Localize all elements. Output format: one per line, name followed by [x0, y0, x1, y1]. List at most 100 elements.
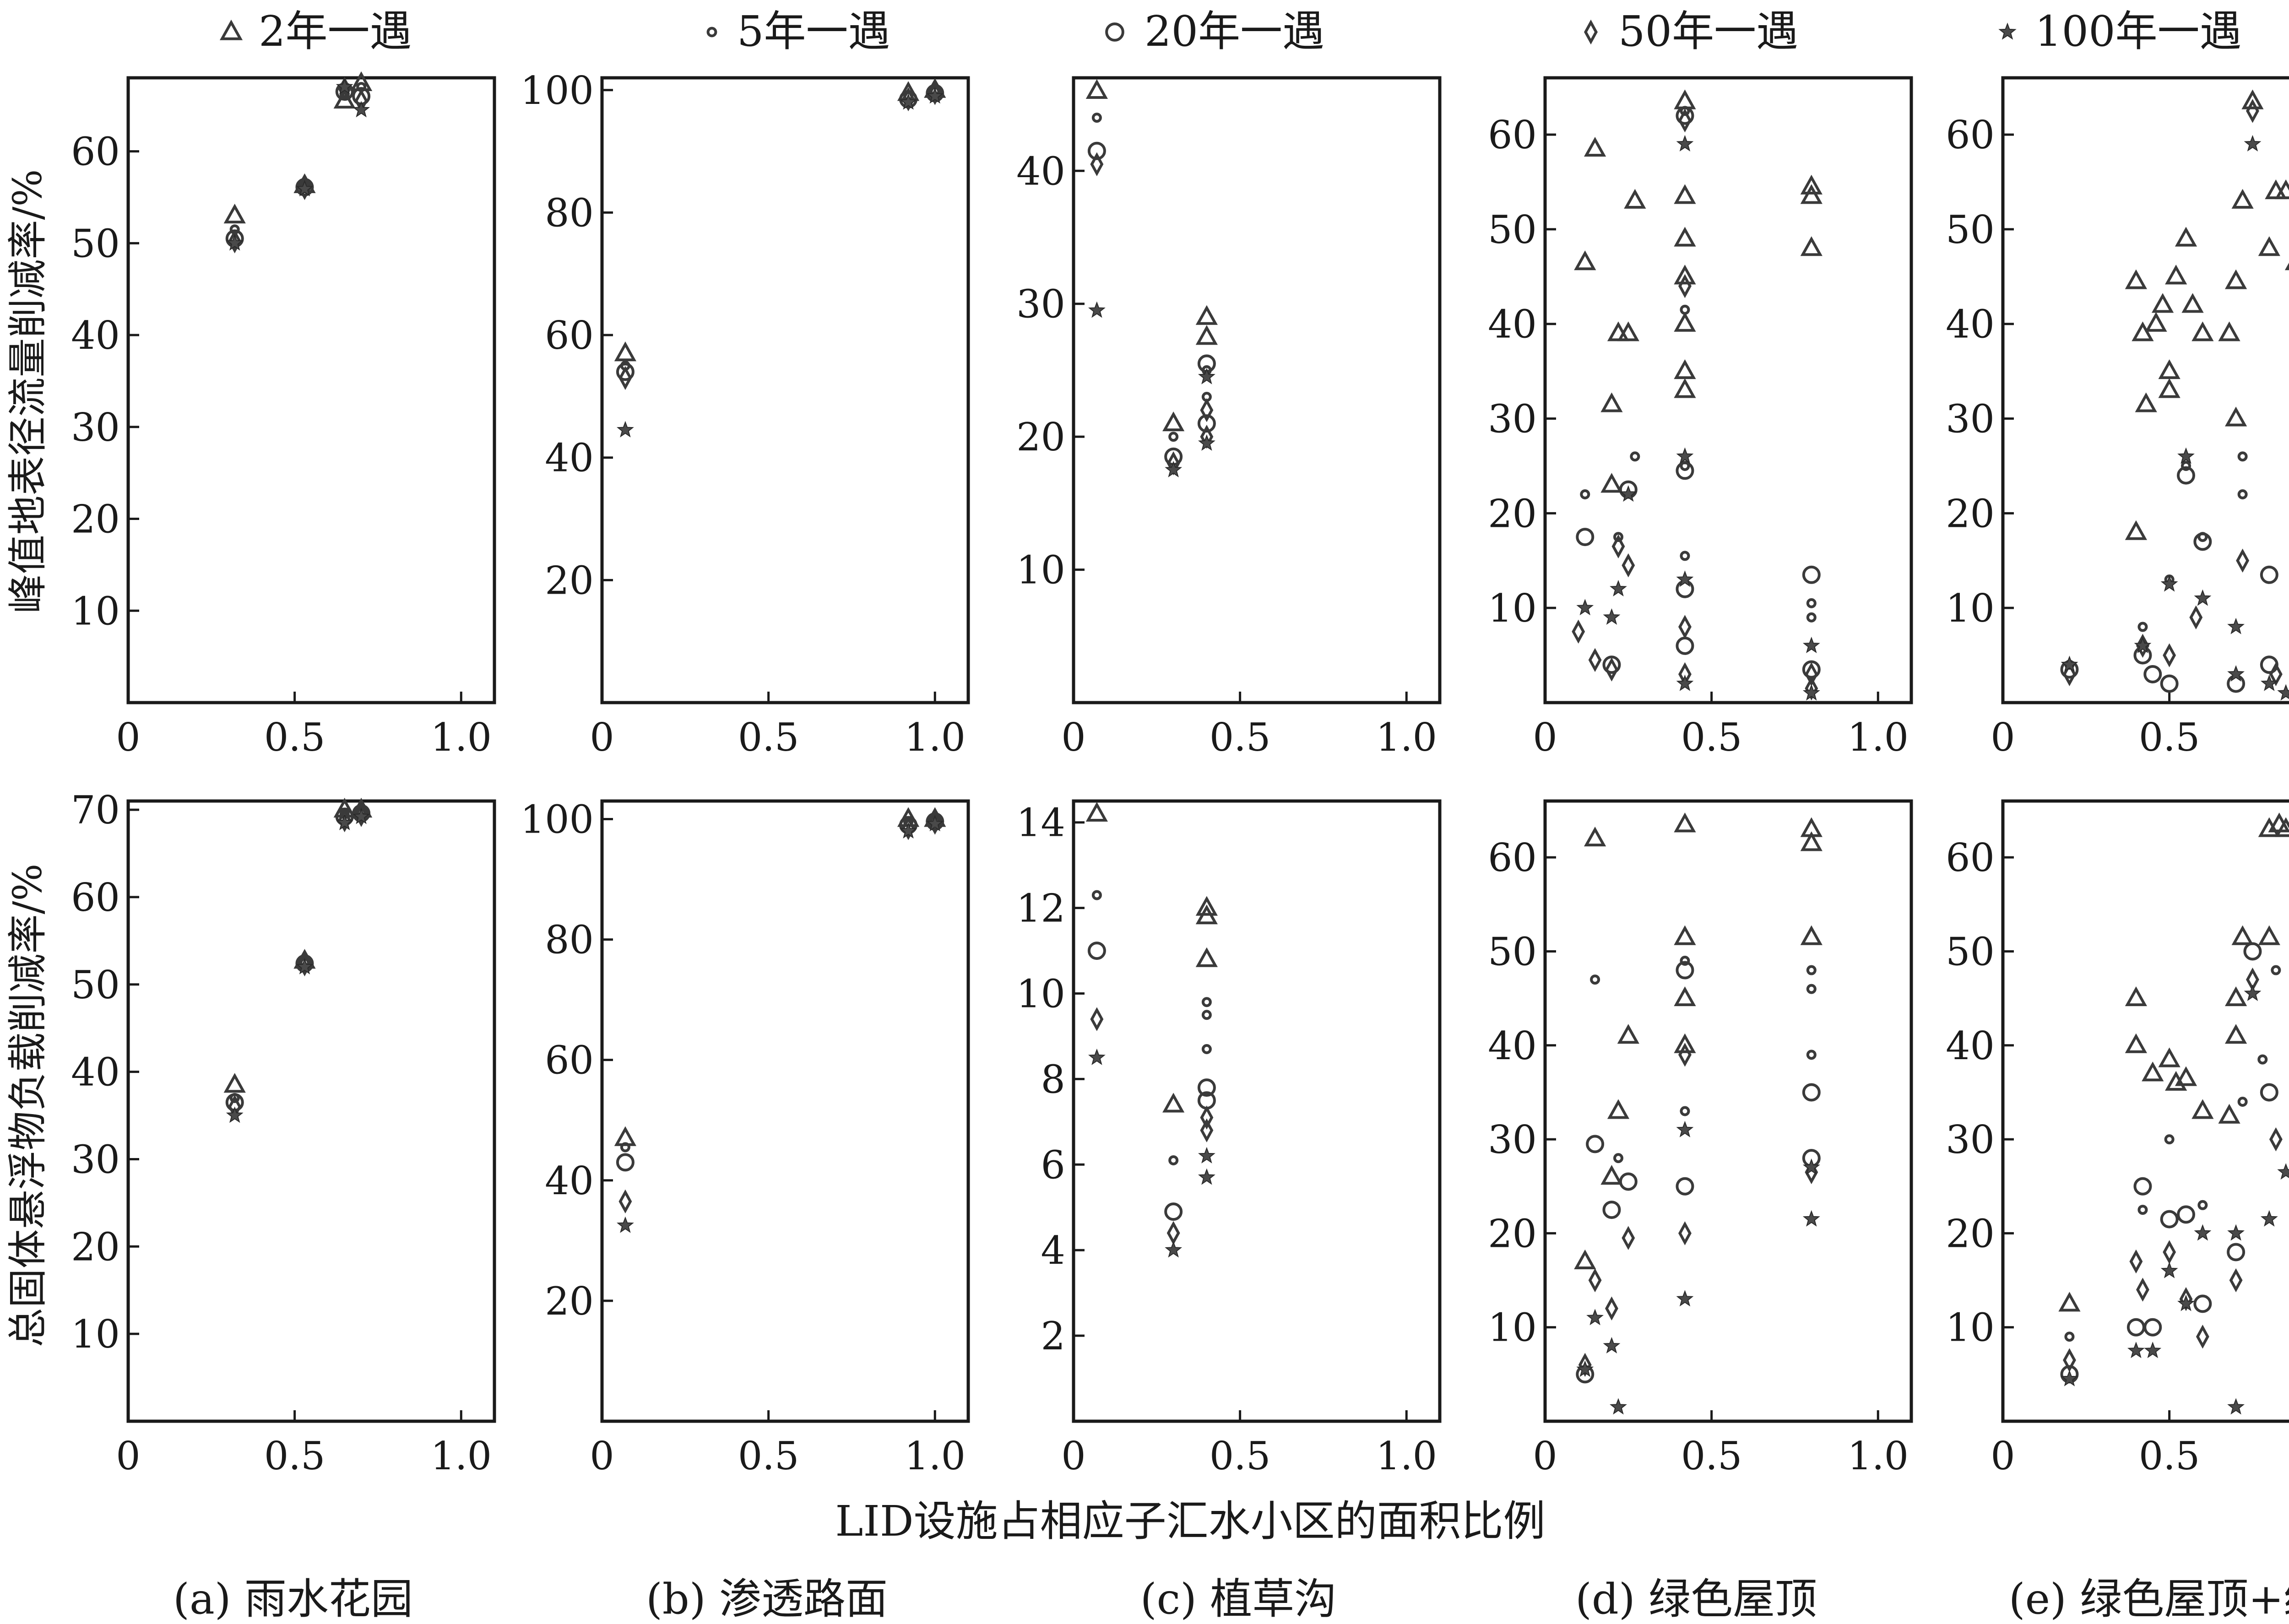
point-100yr [1802, 637, 1820, 654]
y-tick-label: 40 [1946, 1023, 1995, 1068]
point-2yr [1624, 189, 1646, 209]
point-5yr [1091, 113, 1102, 123]
y-tick-label: 60 [71, 130, 120, 174]
panel-b-row1: 20 40 60 80 100 0 0.5 1.0 [521, 68, 970, 760]
plot-frame [1543, 76, 1913, 704]
point-100yr [2177, 447, 2195, 464]
point-2yr [1574, 250, 1596, 271]
point-50yr [901, 87, 915, 112]
x-tick-label: 0.5 [1210, 1434, 1271, 1478]
captions: (a) 雨水花园 (b) 渗透路面 (c) 植草沟 (d) 绿色屋顶 (e) 绿… [173, 1575, 2289, 1624]
point-5yr [2064, 1332, 2075, 1342]
point-20yr [2143, 1318, 2162, 1337]
y-tick-label: 10 [1488, 586, 1537, 631]
x-tick-label: 1.0 [904, 715, 966, 760]
point-20yr [1602, 655, 1621, 674]
y-tick-label: 30 [1488, 397, 1537, 442]
point-50yr [2196, 1325, 2209, 1349]
y-tick-label: 10 [1946, 1305, 1995, 1350]
point-2yr [2191, 321, 2214, 341]
y-tick-label: 20 [1946, 491, 1995, 536]
point-5yr [2197, 1200, 2208, 1210]
plot-frame [1072, 76, 1442, 704]
point-2yr [1674, 378, 1696, 398]
point-5yr [1680, 304, 1690, 315]
x-tick-label: 0.5 [1681, 715, 1742, 760]
point-5yr [1168, 432, 1179, 442]
point-2yr [2165, 265, 2187, 285]
point-50yr [1200, 398, 1214, 422]
y-tick-label: 40 [71, 313, 120, 358]
point-2yr [2125, 269, 2148, 289]
y-tick-label: 10 [1488, 1305, 1537, 1350]
point-2yr [1617, 321, 1639, 341]
point-5yr [1680, 956, 1690, 966]
point-20yr [2227, 674, 2246, 693]
y-tick-label: 10 [1016, 972, 1065, 1017]
point-2yr [1195, 896, 1218, 916]
legend-item-5yr: 5年一遇 [706, 7, 890, 56]
y-tick-label: 6 [1041, 1142, 1065, 1187]
point-5yr [1806, 612, 1817, 623]
point-50yr [2236, 548, 2250, 573]
y-tick-label: 10 [71, 1312, 120, 1357]
point-20yr [1197, 1078, 1216, 1097]
point-50yr [2063, 662, 2076, 687]
point-100yr [2144, 1342, 2162, 1359]
x-tick-label: 0 [116, 1434, 140, 1478]
point-2yr [2218, 1104, 2240, 1124]
point-20yr [1676, 1177, 1694, 1196]
point-100yr [2061, 1370, 2078, 1386]
point-2yr [2058, 1292, 2081, 1312]
point-5yr [1201, 1010, 1212, 1020]
point-20yr [1676, 579, 1694, 598]
point-100yr [1198, 434, 1215, 451]
plot-frame [126, 76, 496, 704]
y-axis-label-bottom: 总固体悬浮物负载削减率/% [5, 864, 51, 1348]
point-50yr [1588, 648, 1602, 672]
point-2yr [1584, 136, 1606, 157]
legend-label: 50年一遇 [1618, 7, 1798, 56]
point-50yr [1678, 1221, 1692, 1245]
panel-c-row1: 10 20 30 40 0 0.5 1.0 [1016, 76, 1442, 760]
point-2yr [2132, 321, 2154, 341]
y-tick-label: 40 [545, 1158, 594, 1203]
point-100yr [2127, 1342, 2145, 1359]
point-100yr [2277, 1163, 2289, 1180]
x-tick-label: 0 [1533, 1434, 1557, 1478]
point-2yr [2125, 1033, 2148, 1053]
point-2yr [2284, 262, 2289, 271]
point-5yr [2137, 1205, 2148, 1215]
point-5yr [1580, 489, 1590, 499]
point-100yr [2194, 1224, 2212, 1241]
point-100yr [616, 421, 634, 438]
point-50yr [1588, 1268, 1602, 1293]
point-2yr [1674, 986, 1696, 1007]
point-5yr [1806, 984, 1817, 994]
point-100yr [1198, 1168, 1215, 1185]
plot-frame [600, 799, 970, 1423]
point-5yr [620, 1142, 630, 1153]
point-100yr [1676, 447, 1694, 464]
point-5yr [1201, 997, 1212, 1007]
point-2yr [2224, 269, 2247, 289]
x-tick-label: 0 [1991, 715, 2015, 760]
legend-marker-20yr [1105, 22, 1124, 42]
x-tick-label: 1.0 [904, 1434, 966, 1478]
point-2yr [2175, 227, 2197, 247]
x-tick-label: 1.0 [430, 1434, 492, 1478]
point-5yr [1201, 1044, 1212, 1054]
x-tick-label: 1.0 [1376, 1434, 1437, 1478]
plot-frame [2001, 76, 2289, 704]
y-tick-label: 30 [1488, 1117, 1537, 1162]
x-tick-label: 0 [590, 1434, 614, 1478]
x-tick-label: 0.5 [264, 1434, 325, 1478]
point-2yr [1600, 392, 1623, 412]
caption-a: (a) 雨水花园 [173, 1575, 413, 1624]
point-2yr [2231, 189, 2254, 209]
y-tick-label: 30 [71, 405, 120, 450]
point-100yr [900, 822, 917, 839]
point-2yr [2151, 293, 2174, 313]
y-tick-label: 8 [1041, 1057, 1065, 1102]
y-tick-label: 10 [1016, 548, 1065, 593]
